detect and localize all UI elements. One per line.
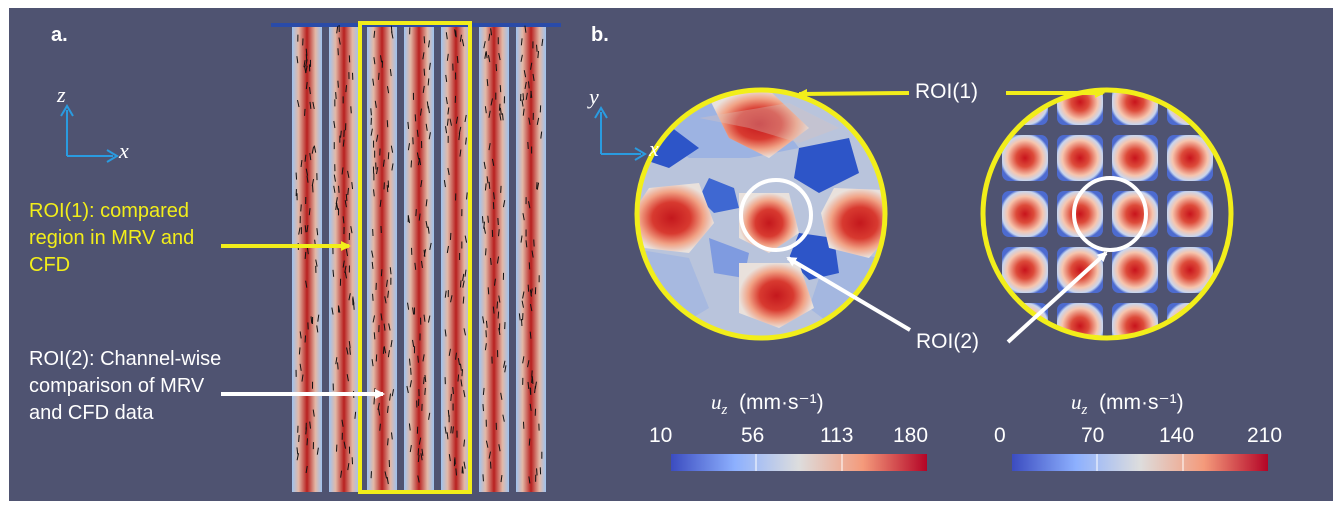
panel-label-b: b.	[591, 24, 609, 46]
roi2-description: ROI(2): Channel-wise comparison of MRV a…	[29, 348, 222, 424]
channel-velocity-field	[271, 23, 561, 492]
channel-column	[441, 27, 471, 492]
channel-square	[1002, 247, 1048, 293]
colorbar-right-tick: 0	[994, 424, 1006, 447]
cross-section-left	[634, 87, 888, 341]
channel-square	[1167, 135, 1213, 181]
channel-square	[1167, 191, 1213, 237]
roi1-description: ROI(1): compared region in MRV and CFD	[29, 200, 195, 276]
velocity-vectors	[295, 34, 320, 474]
axis-x-label-a: x	[119, 138, 129, 163]
velocity-vectors	[406, 27, 432, 483]
velocity-vectors	[518, 25, 544, 484]
annotation-arrows	[221, 88, 1108, 399]
colorbar-right-unit: (mm·s⁻¹)	[1099, 391, 1184, 414]
channel-square	[1167, 90, 1213, 125]
channel-square	[1112, 90, 1158, 125]
roi2-circle-right	[1072, 176, 1148, 252]
channel-columns	[292, 25, 546, 492]
colorbar-left-unit: (mm·s⁻¹)	[739, 391, 824, 414]
channel-square	[1167, 303, 1213, 338]
channel-square	[1057, 135, 1103, 181]
axes-triad-b	[594, 106, 647, 161]
colorbar-left-quantity: u	[711, 390, 722, 414]
colorbar-right-tick: 210	[1247, 424, 1283, 447]
colorbar-right-title: uz (mm·s⁻¹)	[1071, 390, 1184, 419]
channel-column	[367, 27, 397, 492]
colorbar-left-tick: 180	[893, 424, 929, 447]
colorbar-left-tick: 10	[649, 424, 673, 447]
channel-square	[1112, 135, 1158, 181]
velocity-vectors	[481, 28, 507, 483]
figure-graphics	[60, 21, 1268, 494]
colorbar-left-subscript: z	[721, 402, 728, 419]
axis-y-label-b: y	[589, 84, 599, 109]
colorbar-right-tick: 140	[1159, 424, 1195, 447]
channel-column	[516, 27, 546, 492]
colorbar-right	[1012, 454, 1268, 471]
panel-label-a: a.	[51, 24, 68, 46]
channel-square	[1002, 135, 1048, 181]
channel-square	[1057, 191, 1103, 237]
roi1-box	[358, 21, 472, 494]
colorbar-left	[671, 454, 927, 471]
axis-x-label-b: x	[649, 136, 659, 161]
figure-canvas: a. b. z x y x ROI(1): compared region in…	[9, 8, 1333, 501]
roi2-label: ROI(2)	[916, 330, 979, 353]
axis-z-label-a: z	[57, 82, 66, 107]
channel-square	[1112, 303, 1158, 338]
axes-triad-a	[60, 104, 119, 163]
cross-section-right	[980, 87, 1234, 341]
colorbar-left-tick: 113	[820, 424, 854, 447]
channel-column	[404, 27, 434, 492]
channel-square	[1112, 191, 1158, 237]
colorbar-right-tick: 70	[1081, 424, 1105, 447]
colorbar-left-tick: 56	[741, 424, 765, 447]
channel-column	[292, 27, 322, 492]
channel-square	[1112, 247, 1158, 293]
channel-column	[479, 27, 509, 492]
channel-column	[329, 27, 359, 492]
colorbar-left-title: uz (mm·s⁻¹)	[711, 390, 824, 419]
roi1-label: ROI(1)	[915, 80, 978, 103]
channel-square	[1167, 247, 1213, 293]
channel-square	[1057, 90, 1103, 125]
roi2-circle-left	[739, 178, 813, 252]
colorbar-right-quantity: u	[1071, 390, 1082, 414]
colorbar-right-subscript: z	[1081, 402, 1088, 419]
channel-square	[1002, 191, 1048, 237]
channel-square	[1057, 247, 1103, 293]
channel-square	[1057, 303, 1103, 338]
velocity-vectors	[443, 29, 468, 476]
velocity-vectors	[331, 25, 357, 478]
velocity-vectors	[370, 25, 395, 485]
